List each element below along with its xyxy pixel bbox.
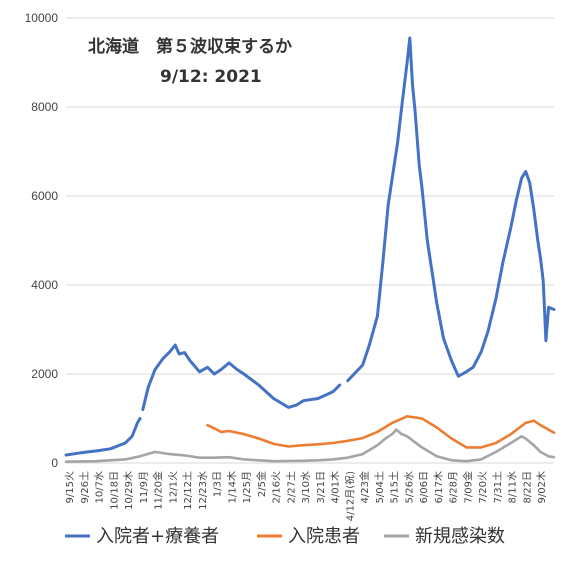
series-line-hospitalized-plus-recuperating [141,343,342,412]
x-tick-label: 7/31土 [491,471,504,503]
legend-label-hospitalized-plus-recuperating: 入院者+療養者 [96,526,219,547]
x-tick-label: 6/17木 [433,471,445,503]
y-tick-label: 2000 [31,367,58,381]
x-tick-label: 11/9月 [138,471,150,503]
x-tick-label: 9/02木 [536,471,548,503]
x-tick-label: 12/12土 [181,471,194,510]
x-tick-label: 1/25月 [241,471,253,503]
legend: 入院者+療養者 入院患者 新規感染数 [65,526,505,547]
series-lines [64,36,556,463]
y-tick-label: 4000 [31,278,58,292]
x-tick-label: 1/14木 [226,471,238,503]
x-tick-label: 10/7水 [94,471,106,503]
x-tick-label: 5/26水 [403,471,415,503]
x-tick-label: 6/06日 [419,471,430,503]
x-tick-label: 2/16火 [271,471,283,503]
legend-label-hospitalized: 入院患者 [288,526,360,547]
x-tick-label: 5/15土 [388,471,401,503]
series-line-hospitalized-plus-recuperating [64,417,142,457]
x-tick-label: 1/3日 [213,471,224,497]
x-tick-label: 6/28月 [448,471,460,503]
y-axis-ticks: 0 2000 4000 6000 8000 10000 [25,11,59,470]
x-tick-label: 2/5金 [255,471,268,497]
x-tick-label: 12/1火 [167,471,179,503]
x-tick-label: 10/18日 [109,471,120,510]
x-tick-label: 12/23水 [197,471,209,510]
y-tick-label: 8000 [31,100,58,114]
x-tick-label: 11/20金 [152,471,165,510]
gridlines [66,17,554,464]
x-tick-label: 5/04土 [373,471,386,503]
x-tick-label: 8/22日 [522,471,533,503]
y-tick-label: 10000 [25,11,59,25]
x-axis-ticks: 9/15火 9/26土 10/7水 10/18日 10/29木 11/9月 11/20金 12… [64,471,548,521]
x-tick-label: 10/29木 [123,471,135,510]
series-line-hospitalized [206,415,556,449]
series-line-new-infections [64,428,556,463]
x-tick-label: 4/12月(祝) [343,471,356,521]
y-tick-label: 0 [51,456,58,470]
chart-subtitle: 9/12: 2021 [160,67,262,87]
series-line-hospitalized-plus-recuperating [346,36,556,383]
x-tick-label: 9/15火 [64,471,76,503]
x-tick-label: 2/27土 [284,471,297,503]
y-tick-label: 6000 [31,189,58,203]
chart-title: 北海道 第５波収束するか [88,36,292,57]
x-tick-label: 7/20火 [477,471,489,503]
x-tick-label: 3/21日 [316,471,327,503]
x-tick-label: 4/01木 [330,471,342,503]
x-tick-label: 4/23金 [358,471,371,503]
x-tick-label: 9/26土 [78,471,91,503]
legend-label-new-infections: 新規感染数 [415,526,505,547]
x-tick-label: 3/10水 [300,471,312,503]
x-tick-label: 7/09金 [461,471,474,503]
x-tick-label: 8/11水 [507,471,519,503]
